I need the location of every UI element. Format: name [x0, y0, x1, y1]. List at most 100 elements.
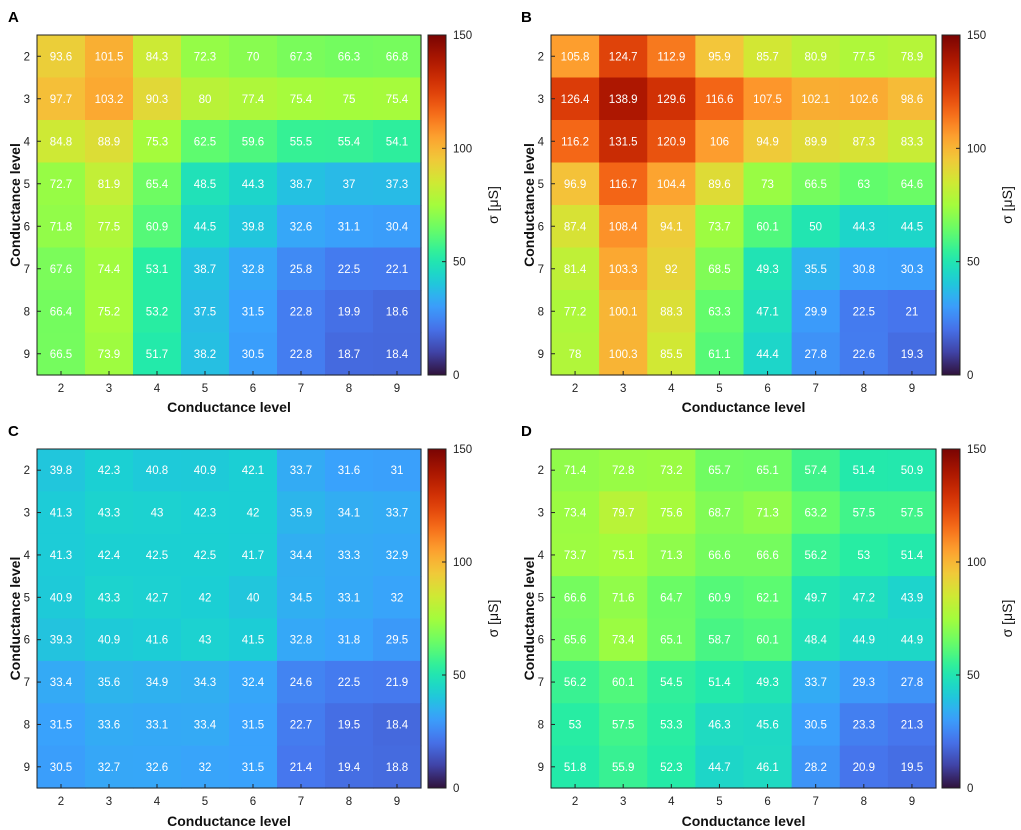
colorbar-tick-label: 0 [453, 370, 459, 382]
cell-value-label: 34.4 [290, 550, 313, 562]
heatmap-cell [839, 618, 889, 662]
colorbar-tick-label: 0 [967, 370, 973, 382]
y-tick-label: 9 [24, 762, 30, 774]
heatmap-cell [743, 703, 793, 747]
cell-value-label: 22.8 [290, 306, 312, 318]
heatmap-cell [551, 205, 600, 249]
x-tick-label: 3 [106, 796, 112, 808]
cell-value-label: 104.4 [657, 179, 686, 191]
cell-value-label: 53 [857, 550, 870, 562]
cell-value-label: 57.5 [612, 719, 634, 731]
y-tick-label: 3 [538, 508, 544, 520]
cell-value-label: 34.9 [146, 677, 168, 689]
heatmap-cell [277, 745, 326, 789]
panel-label: B [521, 9, 532, 26]
heatmap-cell [133, 703, 182, 747]
heatmap-cell [695, 120, 745, 164]
cell-value-label: 61.1 [708, 349, 730, 361]
x-tick-label: 8 [861, 383, 867, 395]
cell-value-label: 60.9 [146, 221, 168, 233]
cell-value-label: 31.5 [242, 762, 264, 774]
heatmap-cell [791, 660, 841, 704]
heatmap-cell [37, 491, 86, 535]
cell-value-label: 55.9 [612, 762, 634, 774]
x-tick-label: 3 [106, 383, 112, 395]
heatmap-cell [325, 745, 374, 789]
cell-value-label: 22.5 [338, 264, 360, 276]
heatmap-cell [181, 491, 230, 535]
cell-value-label: 22.1 [386, 264, 408, 276]
cell-value-label: 59.6 [242, 136, 264, 148]
heatmap-cell [277, 618, 326, 662]
heatmap-cell [181, 332, 230, 376]
heatmap-cell [551, 290, 600, 334]
heatmap-cell [37, 35, 86, 79]
x-axis-title: Conductance level [167, 813, 291, 829]
y-tick-label: 2 [24, 465, 30, 477]
x-tick-label: 7 [812, 383, 818, 395]
heatmap-cell [229, 533, 278, 577]
heatmap-cell [599, 332, 648, 376]
x-tick-label: 8 [861, 796, 867, 808]
cell-value-label: 81.4 [564, 264, 587, 276]
cell-value-label: 30.5 [50, 762, 72, 774]
heatmap-cell [743, 576, 793, 620]
y-tick-label: 5 [24, 179, 30, 191]
x-tick-label: 2 [572, 383, 578, 395]
cell-value-label: 44.3 [242, 179, 264, 191]
heatmap-cell [373, 77, 422, 121]
cell-value-label: 33.1 [146, 719, 168, 731]
heatmap-cell [647, 162, 696, 206]
x-tick-label: 2 [58, 796, 64, 808]
cell-value-label: 85.7 [756, 51, 778, 63]
cell-value-label: 107.5 [753, 94, 782, 106]
cell-value-label: 18.4 [386, 719, 409, 731]
cell-value-label: 55.4 [338, 136, 361, 148]
heatmap-cell [229, 618, 278, 662]
heatmap-cell [695, 77, 745, 121]
cell-value-label: 42.4 [98, 550, 121, 562]
cell-value-label: 23.3 [853, 719, 875, 731]
heatmap-cell [229, 77, 278, 121]
x-axis-title: Conductance level [167, 399, 291, 415]
heatmap-cell [791, 120, 841, 164]
heatmap-cell [839, 120, 889, 164]
cell-value-label: 60.1 [612, 677, 634, 689]
x-tick-label: 5 [716, 383, 722, 395]
cell-value-label: 66.6 [564, 592, 586, 604]
heatmap-cell [839, 660, 889, 704]
y-tick-label: 9 [538, 349, 544, 361]
heatmap-cell [85, 290, 134, 334]
heatmap-cell [695, 332, 745, 376]
heatmap-cell [599, 205, 648, 249]
heatmap-cell [133, 247, 182, 291]
heatmap-cell [133, 660, 182, 704]
heatmap-cell [551, 162, 600, 206]
heatmap-cell [325, 332, 374, 376]
heatmap-cell [373, 491, 422, 535]
cell-value-label: 22.7 [290, 719, 312, 731]
cell-value-label: 72.8 [612, 465, 634, 477]
cell-value-label: 33.7 [386, 508, 408, 520]
cell-value-label: 25.8 [290, 264, 312, 276]
heatmap-cell [743, 491, 793, 535]
heatmap-cell [229, 332, 278, 376]
cell-value-label: 21.4 [290, 762, 313, 774]
cell-value-label: 33.6 [98, 719, 120, 731]
cell-value-label: 28.2 [804, 762, 826, 774]
heatmap-cell [373, 660, 422, 704]
heatmap-panel-d: D 71.4 72.8 73.2 65.7 65.1 57.4 51.4 50.9 73.4 79.… [521, 423, 1015, 829]
heatmap-cell [277, 162, 326, 206]
cell-value-label: 60.1 [756, 635, 778, 647]
cell-value-label: 18.8 [386, 762, 408, 774]
cell-value-label: 87.3 [853, 136, 875, 148]
cell-value-label: 39.3 [50, 635, 72, 647]
heatmap-cell [373, 449, 422, 492]
heatmap-cell [647, 247, 696, 291]
heatmap-cell [647, 533, 696, 577]
cell-value-label: 43 [151, 508, 164, 520]
cell-value-label: 77.4 [242, 94, 265, 106]
x-tick-label: 4 [154, 796, 161, 808]
heatmap-cell [181, 162, 230, 206]
cell-value-label: 65.1 [660, 635, 682, 647]
